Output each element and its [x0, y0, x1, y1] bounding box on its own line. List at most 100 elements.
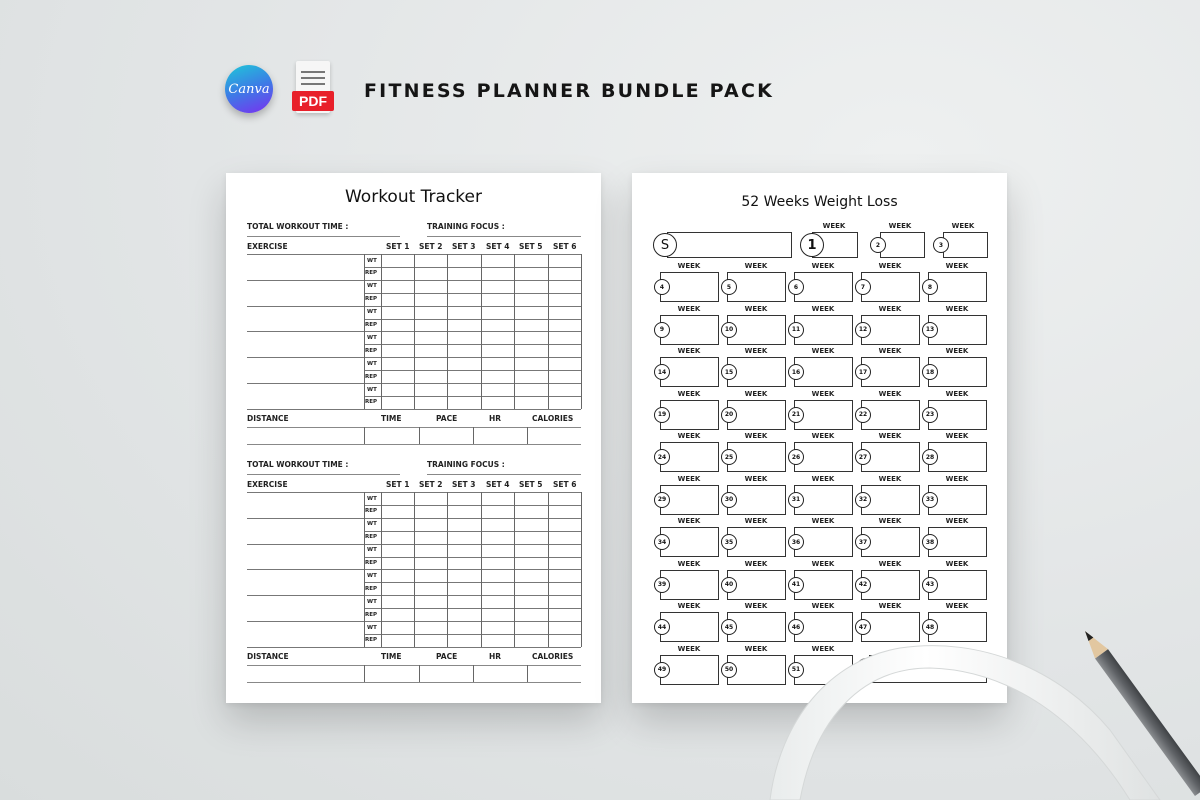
set-input-cell[interactable] [382, 493, 414, 505]
cardio-input-pace[interactable] [420, 666, 473, 682]
set-input-cell[interactable] [482, 532, 514, 544]
set-input-cell[interactable] [448, 609, 481, 621]
set-input-cell[interactable] [549, 493, 581, 505]
set-input-cell[interactable] [549, 294, 581, 306]
set-input-cell[interactable] [515, 558, 548, 570]
set-input-cell[interactable] [515, 371, 548, 383]
set-input-cell[interactable] [549, 371, 581, 383]
set-input-cell[interactable] [549, 570, 581, 582]
set-input-cell[interactable] [448, 635, 481, 647]
set-input-cell[interactable] [515, 635, 548, 647]
set-input-cell[interactable] [415, 635, 447, 647]
set-input-cell[interactable] [482, 609, 514, 621]
set-input-cell[interactable] [515, 332, 548, 344]
set-input-cell[interactable] [482, 397, 514, 409]
set-input-cell[interactable] [448, 583, 481, 595]
week-3-input[interactable] [943, 232, 988, 258]
set-input-cell[interactable] [549, 397, 581, 409]
week-38-input[interactable] [928, 527, 987, 557]
set-input-cell[interactable] [415, 320, 447, 332]
total-workout-time-field[interactable] [247, 236, 400, 237]
week-2-input[interactable] [880, 232, 925, 258]
set-input-cell[interactable] [515, 596, 548, 608]
set-input-cell[interactable] [482, 558, 514, 570]
set-input-cell[interactable] [515, 281, 548, 293]
set-input-cell[interactable] [515, 345, 548, 357]
set-input-cell[interactable] [415, 506, 447, 518]
set-input-cell[interactable] [415, 397, 447, 409]
exercise-name-cell[interactable] [247, 622, 363, 647]
set-input-cell[interactable] [482, 519, 514, 531]
set-input-cell[interactable] [515, 255, 548, 267]
set-input-cell[interactable] [415, 609, 447, 621]
set-input-cell[interactable] [515, 307, 548, 319]
set-input-cell[interactable] [482, 255, 514, 267]
set-input-cell[interactable] [382, 532, 414, 544]
set-input-cell[interactable] [415, 294, 447, 306]
set-input-cell[interactable] [382, 294, 414, 306]
cardio-input-hr[interactable] [474, 666, 527, 682]
set-input-cell[interactable] [448, 532, 481, 544]
exercise-name-cell[interactable] [247, 332, 363, 357]
exercise-name-cell[interactable] [247, 307, 363, 332]
set-input-cell[interactable] [549, 622, 581, 634]
set-input-cell[interactable] [382, 506, 414, 518]
set-input-cell[interactable] [448, 294, 481, 306]
set-input-cell[interactable] [382, 397, 414, 409]
set-input-cell[interactable] [382, 570, 414, 582]
week-20-input[interactable] [727, 399, 786, 430]
end-weight-input[interactable] [869, 654, 987, 683]
cardio-input-calories[interactable] [528, 666, 581, 682]
set-input-cell[interactable] [415, 255, 447, 267]
set-input-cell[interactable] [448, 622, 481, 634]
set-input-cell[interactable] [448, 358, 481, 370]
set-input-cell[interactable] [415, 281, 447, 293]
set-input-cell[interactable] [415, 545, 447, 557]
set-input-cell[interactable] [415, 384, 447, 396]
set-input-cell[interactable] [482, 545, 514, 557]
exercise-name-cell[interactable] [247, 493, 363, 518]
set-input-cell[interactable] [382, 358, 414, 370]
set-input-cell[interactable] [482, 622, 514, 634]
set-input-cell[interactable] [415, 345, 447, 357]
set-input-cell[interactable] [448, 268, 481, 280]
set-input-cell[interactable] [448, 596, 481, 608]
set-input-cell[interactable] [482, 384, 514, 396]
set-input-cell[interactable] [482, 281, 514, 293]
set-input-cell[interactable] [549, 609, 581, 621]
set-input-cell[interactable] [382, 320, 414, 332]
set-input-cell[interactable] [448, 397, 481, 409]
set-input-cell[interactable] [448, 384, 481, 396]
exercise-name-cell[interactable] [247, 358, 363, 383]
set-input-cell[interactable] [448, 320, 481, 332]
set-input-cell[interactable] [482, 570, 514, 582]
set-input-cell[interactable] [448, 570, 481, 582]
cardio-input-calories[interactable] [528, 428, 581, 444]
set-input-cell[interactable] [482, 345, 514, 357]
set-input-cell[interactable] [415, 583, 447, 595]
set-input-cell[interactable] [415, 519, 447, 531]
set-input-cell[interactable] [515, 397, 548, 409]
set-input-cell[interactable] [448, 307, 481, 319]
set-input-cell[interactable] [382, 268, 414, 280]
set-input-cell[interactable] [415, 358, 447, 370]
set-input-cell[interactable] [382, 332, 414, 344]
set-input-cell[interactable] [482, 506, 514, 518]
set-input-cell[interactable] [415, 596, 447, 608]
cardio-input-distance[interactable] [247, 428, 364, 444]
set-input-cell[interactable] [549, 545, 581, 557]
set-input-cell[interactable] [415, 493, 447, 505]
cardio-input-distance[interactable] [247, 666, 364, 682]
cardio-input-hr[interactable] [474, 428, 527, 444]
set-input-cell[interactable] [549, 345, 581, 357]
set-input-cell[interactable] [549, 558, 581, 570]
set-input-cell[interactable] [515, 320, 548, 332]
set-input-cell[interactable] [382, 519, 414, 531]
set-input-cell[interactable] [515, 506, 548, 518]
set-input-cell[interactable] [515, 493, 548, 505]
set-input-cell[interactable] [549, 596, 581, 608]
set-input-cell[interactable] [415, 371, 447, 383]
set-input-cell[interactable] [382, 596, 414, 608]
set-input-cell[interactable] [448, 545, 481, 557]
training-focus-field[interactable] [427, 474, 581, 475]
